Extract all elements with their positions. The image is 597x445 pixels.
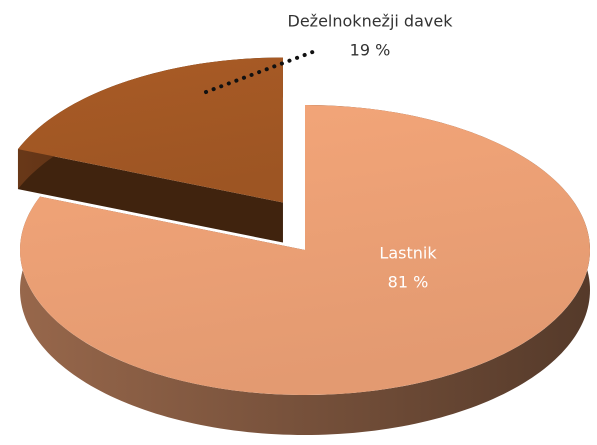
slice-side — [17, 149, 283, 243]
slice-value-label: 19 % — [350, 41, 391, 60]
slice-label: Deželnoknežji davek — [288, 12, 454, 31]
slice-value-label: 81 % — [388, 273, 429, 292]
pie-slice — [20, 105, 591, 395]
slice-label: Lastnik — [379, 244, 437, 263]
slice-group — [20, 105, 591, 435]
pie-slice — [17, 57, 283, 203]
slice-group — [17, 57, 283, 243]
